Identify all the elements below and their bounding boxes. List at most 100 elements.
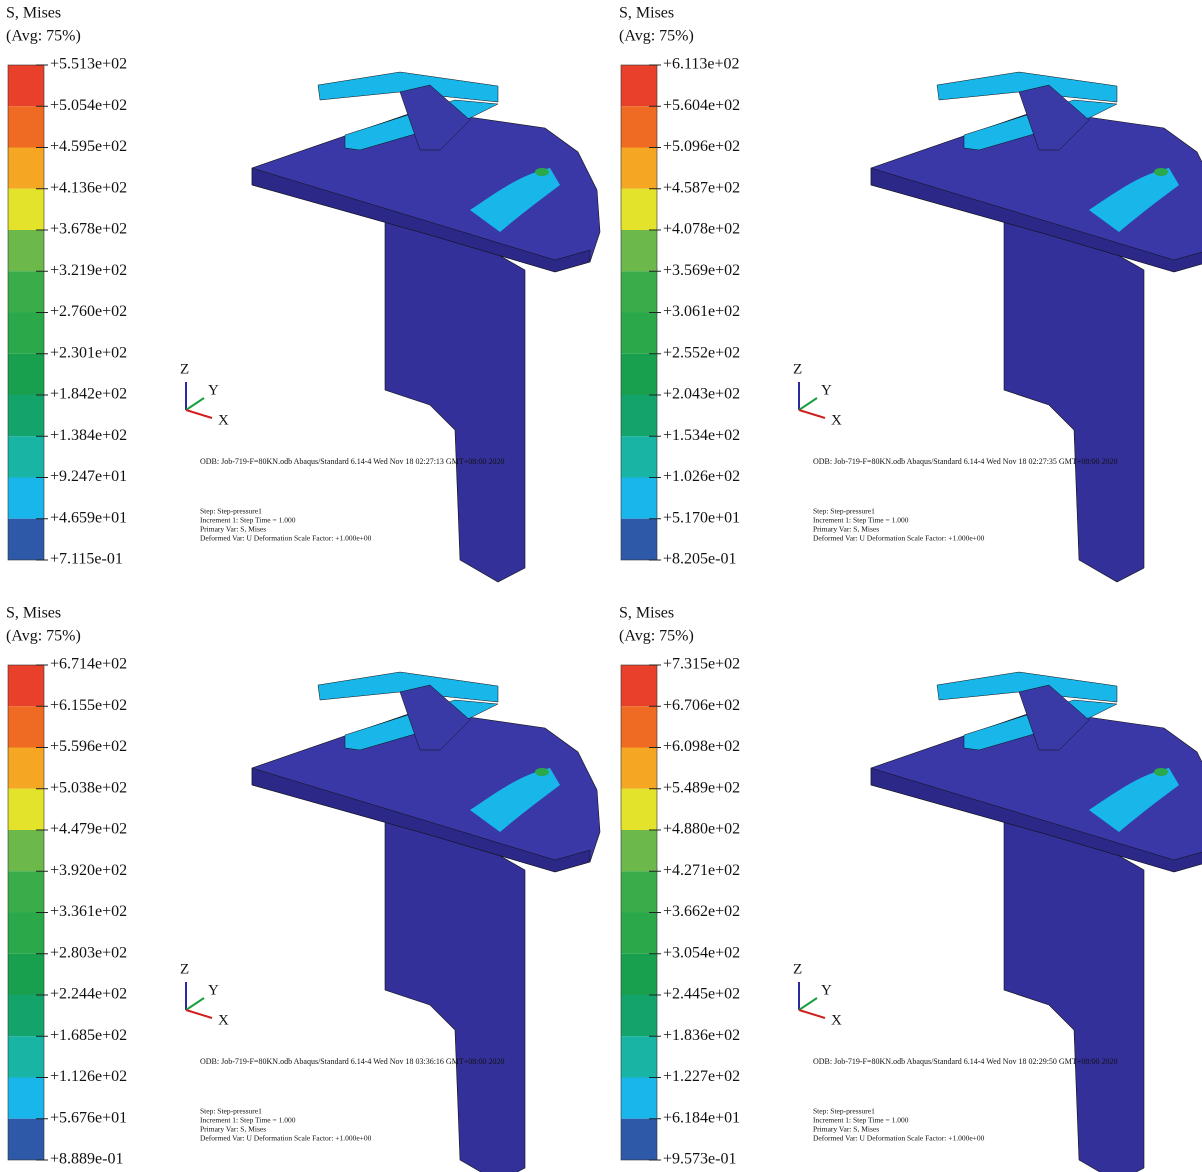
legend-label: +1.836e+02 <box>663 1027 740 1044</box>
legend-label: +3.920e+02 <box>50 862 127 879</box>
legend-band <box>8 748 44 789</box>
legend-label: +4.587e+02 <box>663 179 740 196</box>
legend-title: S, Mises <box>6 5 61 22</box>
legend-avg: (Avg: 75%) <box>6 28 81 45</box>
legend-avg: (Avg: 75%) <box>619 28 694 45</box>
axis-y <box>186 998 204 1010</box>
legend-label: +6.155e+02 <box>50 697 127 714</box>
legend-label: +4.078e+02 <box>663 221 740 238</box>
legend-band <box>8 1036 44 1077</box>
step-info: Step: Step-pressure1 <box>200 1107 262 1116</box>
legend-band <box>8 189 44 230</box>
legend-band <box>621 871 657 912</box>
legend-band <box>8 519 44 560</box>
legend-label: +2.803e+02 <box>50 944 127 961</box>
step-info: Primary Var: S, Mises <box>200 1125 266 1134</box>
model <box>871 672 1202 1172</box>
legend-band <box>8 230 44 271</box>
step-info: Primary Var: S, Mises <box>200 525 266 534</box>
legend-band <box>621 519 657 560</box>
legend-band <box>621 665 657 706</box>
legend-label: +4.271e+02 <box>663 862 740 879</box>
legend-label: +8.205e-01 <box>663 551 736 568</box>
figure: S, Mises(Avg: 75%)+5.513e+02+5.054e+02+4… <box>0 0 1202 1172</box>
legend-band <box>621 189 657 230</box>
axis-x <box>186 410 212 418</box>
step-info: Deformed Var: U Deformation Scale Factor… <box>813 534 985 543</box>
legend-band <box>621 995 657 1036</box>
step-info: Deformed Var: U Deformation Scale Factor… <box>813 1134 985 1143</box>
axis-label: Z <box>180 961 189 977</box>
step-info: Primary Var: S, Mises <box>813 525 879 534</box>
legend-label: +3.569e+02 <box>663 262 740 279</box>
step-info: Increment 1: Step Time = 1.000 <box>813 516 909 525</box>
legend-label: +2.552e+02 <box>663 344 740 361</box>
legend-label: +3.361e+02 <box>50 903 127 920</box>
legend-label: +5.038e+02 <box>50 779 127 796</box>
odb-info: ODB: Job-719-F=80KN.odb Abaqus/Standard … <box>813 457 1117 466</box>
legend-band <box>621 1036 657 1077</box>
step-info: Deformed Var: U Deformation Scale Factor… <box>200 1134 372 1143</box>
legend-band <box>8 148 44 189</box>
step-info: Step: Step-pressure1 <box>813 1107 875 1116</box>
legend-band <box>8 436 44 477</box>
legend-band <box>8 271 44 312</box>
leg <box>385 805 525 1172</box>
legend-band <box>8 871 44 912</box>
legend-band <box>621 478 657 519</box>
legend-label: +3.678e+02 <box>50 221 127 238</box>
legend-band <box>8 65 44 106</box>
legend-band <box>8 395 44 436</box>
odb-info: ODB: Job-719-F=80KN.odb Abaqus/Standard … <box>200 1057 504 1066</box>
leg <box>1004 805 1144 1172</box>
axis-label: Y <box>821 382 832 398</box>
legend-label: +1.685e+02 <box>50 1027 127 1044</box>
legend-title: S, Mises <box>619 5 674 22</box>
legend-label: +1.026e+02 <box>663 468 740 485</box>
legend-band <box>621 230 657 271</box>
legend-label: +6.184e+01 <box>663 1109 740 1126</box>
legend-label: +4.880e+02 <box>663 821 740 838</box>
legend-label: +6.113e+02 <box>663 56 740 73</box>
legend-band <box>621 106 657 147</box>
axis-label: X <box>831 412 842 428</box>
model <box>871 72 1202 582</box>
legend-band <box>8 106 44 147</box>
axis-label: X <box>831 1012 842 1028</box>
legend-band <box>8 313 44 354</box>
panel: S, Mises(Avg: 75%)+6.714e+02+6.155e+02+5… <box>0 600 601 1172</box>
legend-label: +5.676e+01 <box>50 1109 127 1126</box>
legend-band <box>621 789 657 830</box>
legend-band <box>8 1119 44 1160</box>
legend-label: +2.301e+02 <box>50 344 127 361</box>
step-info: Step: Step-pressure1 <box>813 507 875 516</box>
axis-label: Y <box>208 382 219 398</box>
legend-label: +6.706e+02 <box>663 697 740 714</box>
legend-band <box>621 913 657 954</box>
legend-band <box>621 748 657 789</box>
step-info: Primary Var: S, Mises <box>813 1125 879 1134</box>
legend-band <box>8 995 44 1036</box>
legend-label: +9.247e+01 <box>50 468 127 485</box>
legend-label: +2.445e+02 <box>663 986 740 1003</box>
legend-label: +4.479e+02 <box>50 821 127 838</box>
legend-band <box>8 665 44 706</box>
axis-y <box>799 398 817 410</box>
axis-label: Z <box>793 961 802 977</box>
step-info: Increment 1: Step Time = 1.000 <box>200 1116 296 1125</box>
legend-label: +1.126e+02 <box>50 1068 127 1085</box>
legend-band <box>621 354 657 395</box>
peak <box>1154 168 1168 176</box>
legend-label: +7.315e+02 <box>663 656 740 673</box>
legend-label: +4.595e+02 <box>50 138 127 155</box>
legend-band <box>8 789 44 830</box>
legend-label: +4.136e+02 <box>50 179 127 196</box>
axis-y <box>186 398 204 410</box>
step-info: Deformed Var: U Deformation Scale Factor… <box>200 534 372 543</box>
legend-band <box>621 271 657 312</box>
axis-x <box>799 1010 825 1018</box>
legend-label: +5.054e+02 <box>50 97 127 114</box>
legend-label: +5.489e+02 <box>663 779 740 796</box>
legend-label: +5.596e+02 <box>50 738 127 755</box>
legend-label: +7.115e-01 <box>50 551 123 568</box>
